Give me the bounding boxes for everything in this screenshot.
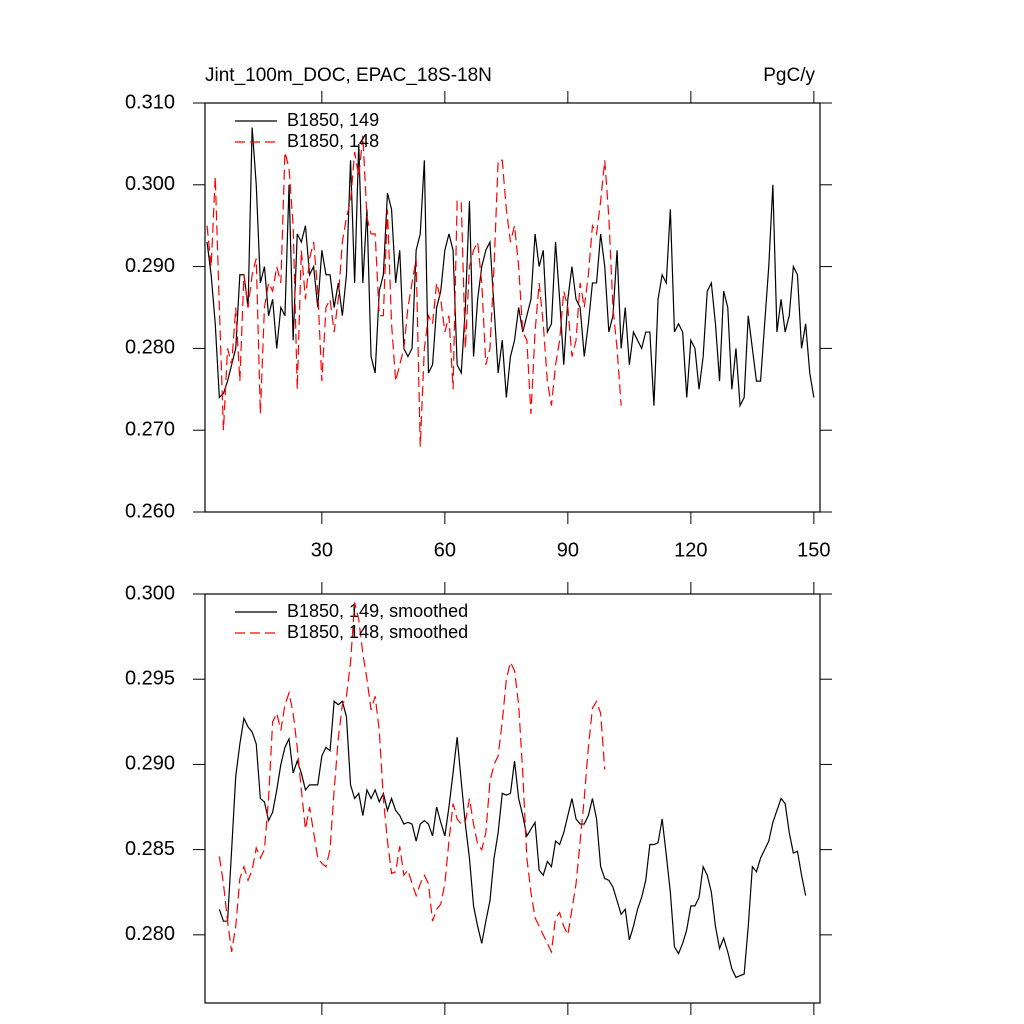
y-tick-label: 0.290 (125, 753, 175, 775)
legend-label: B1850, 148, smoothed (287, 622, 468, 642)
y-tick-label: 0.290 (125, 255, 175, 277)
legend-label: B1850, 148 (287, 131, 379, 151)
y-tick-label: 0.280 (125, 337, 175, 359)
y-tick-label: 0.280 (125, 923, 175, 945)
y-tick-label: 0.310 (125, 91, 175, 113)
series-line (206, 127, 815, 408)
x-tick-label: 60 (434, 539, 456, 561)
plot-frame (204, 593, 821, 1004)
x-tick-label: 90 (557, 539, 579, 561)
x-tick-label: 30 (311, 539, 333, 561)
x-tick-label: 150 (797, 539, 830, 561)
x-tick-label: 120 (674, 539, 707, 561)
plot-frame (204, 102, 821, 513)
legend-label: B1850, 149, smoothed (287, 601, 468, 621)
y-tick-label: 0.270 (125, 418, 175, 440)
y-tick-label: 0.300 (125, 173, 175, 195)
y-tick-label: 0.260 (125, 500, 175, 522)
series-line (206, 135, 622, 447)
legend-label: B1850, 149 (287, 110, 379, 130)
y-tick-label: 0.300 (125, 582, 175, 604)
y-tick-label: 0.295 (125, 667, 175, 689)
units-label: PgC/y (763, 65, 815, 86)
series-line (218, 602, 606, 954)
series-line (218, 700, 807, 979)
chart-title: Jint_100m_DOC, EPAC_18S-18N (205, 65, 492, 86)
y-tick-label: 0.285 (125, 838, 175, 860)
